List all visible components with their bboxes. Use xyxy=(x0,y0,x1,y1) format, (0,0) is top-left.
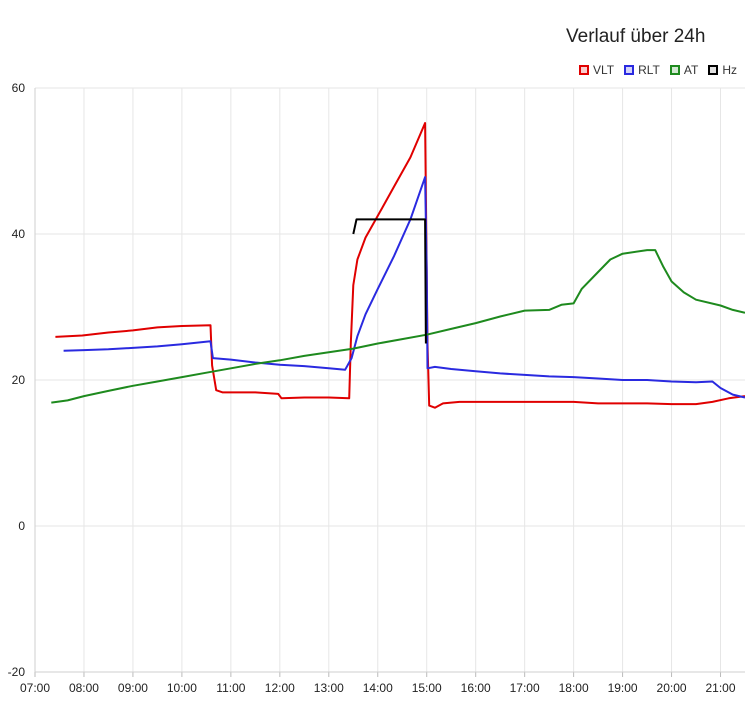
legend-item-rlt[interactable]: RLT xyxy=(624,63,660,77)
series-line-rlt xyxy=(63,176,745,399)
y-tick-label: 20 xyxy=(12,373,26,387)
x-tick-label: 08:00 xyxy=(69,681,99,695)
x-tick-label: 12:00 xyxy=(265,681,295,695)
series-line-vlt xyxy=(55,122,745,409)
x-tick-label: 09:00 xyxy=(118,681,148,695)
y-tick-label: 60 xyxy=(12,81,26,95)
x-tick-label: 13:00 xyxy=(314,681,344,695)
x-tick-label: 21:00 xyxy=(706,681,736,695)
x-tick-label: 16:00 xyxy=(461,681,491,695)
series-line-hz xyxy=(352,218,427,344)
chart-title: Verlauf über 24h xyxy=(566,26,706,47)
series-line-at xyxy=(51,249,745,404)
legend-item-at[interactable]: AT xyxy=(669,63,699,77)
x-tick-label: 10:00 xyxy=(167,681,197,695)
legend-label: Hz xyxy=(722,63,737,77)
x-tick-label: 15:00 xyxy=(412,681,442,695)
legend-swatch xyxy=(669,65,680,75)
x-tick-label: 20:00 xyxy=(657,681,687,695)
legend-label: VLT xyxy=(592,63,615,77)
legend-label: AT xyxy=(683,63,699,77)
legend-item-hz[interactable]: Hz xyxy=(708,63,737,77)
x-tick-label: 11:00 xyxy=(216,681,245,695)
x-tick-label: 07:00 xyxy=(20,681,50,695)
legend-label: RLT xyxy=(638,63,660,77)
legend-swatch xyxy=(708,65,719,75)
x-tick-label: 17:00 xyxy=(510,681,540,695)
legend: VLT RLT AT Hz xyxy=(578,63,737,77)
x-tick-label: 19:00 xyxy=(608,681,638,695)
legend-swatch xyxy=(578,65,589,75)
legend-swatch xyxy=(624,65,635,75)
y-tick-label: 0 xyxy=(18,519,25,533)
y-tick-label: -20 xyxy=(8,665,26,679)
y-tick-label: 40 xyxy=(12,227,26,241)
x-tick-label: 18:00 xyxy=(559,681,589,695)
legend-item-vlt[interactable]: VLT xyxy=(578,63,615,77)
x-tick-label: 14:00 xyxy=(363,681,393,695)
